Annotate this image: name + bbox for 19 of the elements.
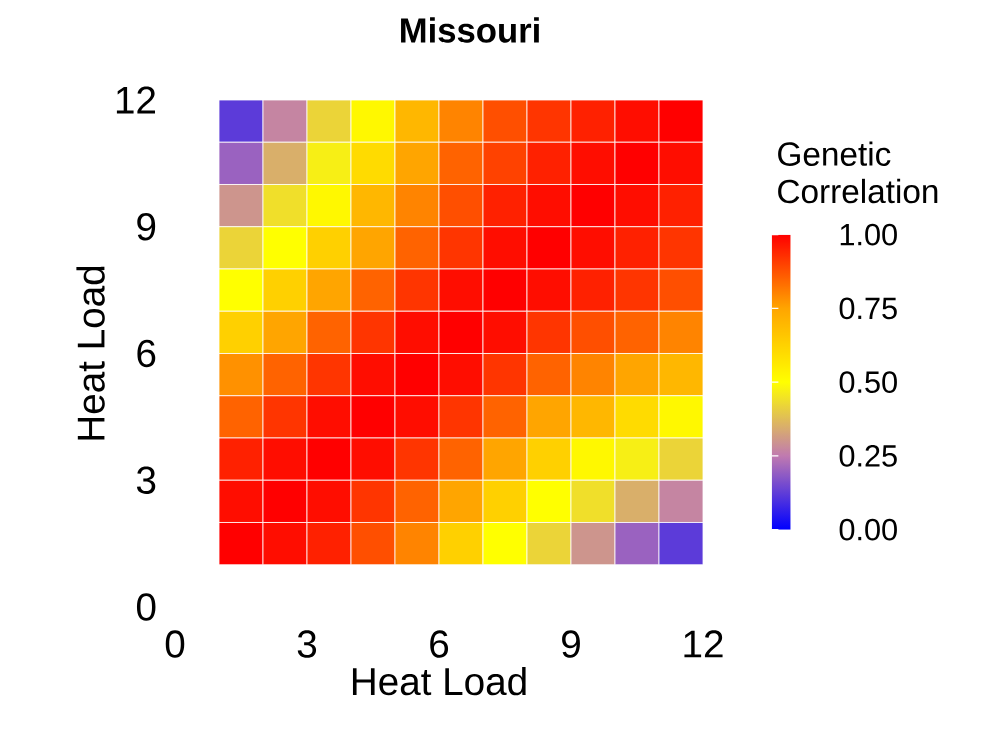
y-tick-label: 12 [116,86,155,114]
x-axis-title: Heat Load [352,666,526,696]
y-tick-label: 3 [136,466,156,494]
y-tick-label: 9 [137,213,156,241]
x-tick-label: 6 [430,630,449,658]
color-bar-label: 0.25 [839,445,897,467]
color-bar-label: 0.00 [839,518,897,541]
color-bar-label: 0.50 [839,371,897,393]
color-bar-label: 0.75 [839,297,897,320]
x-tick-label: 3 [297,630,317,658]
x-tick-label: 9 [562,630,580,658]
x-tick-label: 12 [684,630,723,658]
y-tick-label: 0 [136,593,156,621]
chart-title: Missouri [401,17,539,43]
y-tick-label: 6 [137,339,156,368]
x-tick-label: 0 [165,630,185,658]
y-axis-title: Heat Load [76,266,105,440]
color-bar-title: Genetic Correlation [778,141,938,204]
color-bar-label: 1.00 [840,223,897,246]
